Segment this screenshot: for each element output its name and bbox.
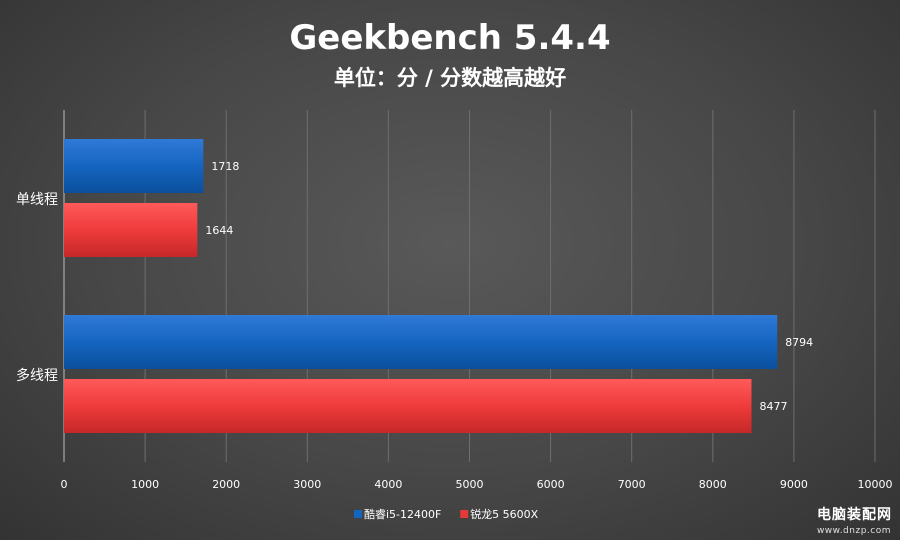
bar [64, 379, 752, 433]
watermark-url: www.dnzp.com [816, 526, 891, 536]
data-labels: 1718 1644 8794 8477 [205, 160, 813, 413]
x-tick-label: 8000 [699, 478, 727, 491]
category-label: 单线程 [16, 192, 58, 208]
bar [64, 315, 778, 369]
x-tick-label: 7000 [618, 478, 646, 491]
bar-value-label: 1644 [205, 224, 233, 237]
x-axis-ticks: 0 1000 2000 3000 4000 5000 6000 7000 8000 9000 100… [61, 478, 893, 491]
bar [64, 139, 204, 193]
x-tick-label: 10000 [858, 478, 893, 491]
bar-value-label: 8794 [785, 336, 813, 349]
x-tick-label: 1000 [131, 478, 159, 491]
bar-value-label: 1718 [211, 160, 239, 173]
legend-swatch [354, 510, 362, 518]
legend-swatch [460, 510, 469, 518]
x-tick-label: 4000 [374, 478, 402, 491]
x-tick-label: 5000 [456, 478, 484, 491]
bars [64, 139, 778, 433]
chart-subtitle: 单位：分 / 分数越高越好 [334, 66, 566, 90]
bar-value-label: 8477 [759, 400, 787, 413]
watermark-name: 电脑装配网 [817, 507, 892, 523]
bar [64, 203, 198, 257]
x-tick-label: 9000 [780, 478, 808, 491]
legend-label: 锐龙5 5600X [470, 507, 538, 521]
category-label: 多线程 [16, 367, 58, 384]
x-tick-label: 6000 [537, 478, 565, 491]
x-tick-label: 0 [61, 478, 68, 491]
legend: 酷睿i5-12400F 锐龙5 5600X [354, 507, 539, 521]
x-tick-label: 2000 [212, 478, 240, 491]
x-tick-label: 3000 [293, 478, 321, 491]
chart-title: Geekbench 5.4.4 [289, 18, 610, 58]
legend-label: 酷睿i5-12400F [364, 507, 441, 521]
